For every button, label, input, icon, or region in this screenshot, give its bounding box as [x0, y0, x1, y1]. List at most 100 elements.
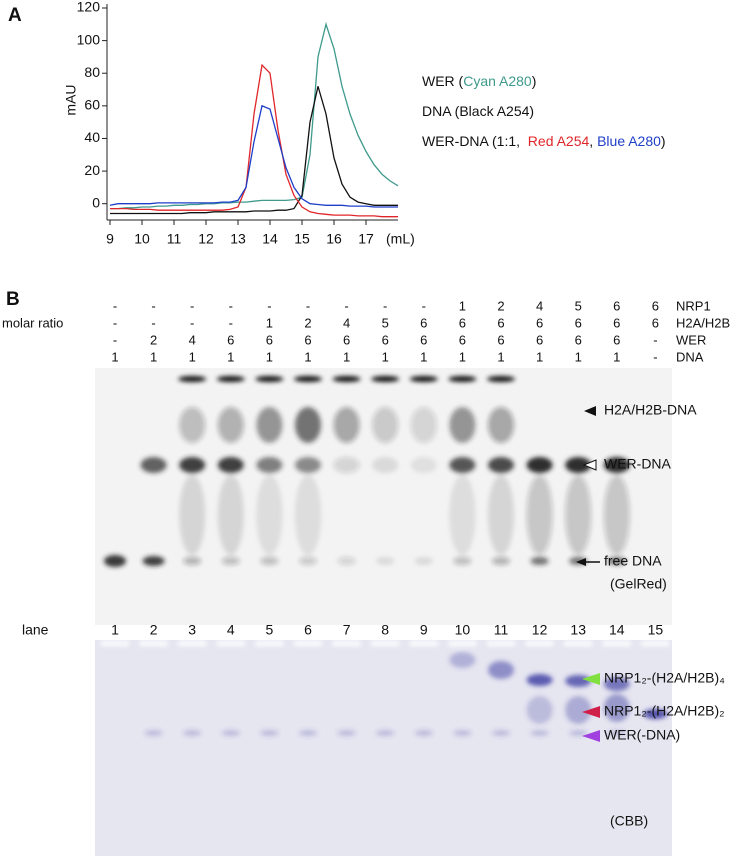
band: [332, 376, 361, 382]
band: [492, 730, 510, 736]
y-tick-label: 100: [77, 31, 101, 47]
ratio-cell: 6: [420, 332, 427, 347]
band: [299, 557, 317, 565]
band: [449, 475, 476, 555]
band: [337, 730, 356, 736]
band: [526, 457, 553, 473]
band: [526, 674, 553, 686]
ratio-cell: -: [306, 298, 310, 313]
lane-number: 4: [227, 622, 235, 638]
x-tick-label: 9: [106, 231, 114, 247]
ratio-cell: 6: [382, 332, 389, 347]
ratio-cell: 6: [459, 315, 466, 330]
ratio-cell: -: [267, 298, 271, 313]
marker: [582, 459, 597, 471]
well: [602, 641, 631, 646]
well: [255, 641, 284, 646]
row-name: DNA: [676, 349, 704, 364]
band: [526, 696, 553, 724]
legend-series: Black A254: [459, 103, 529, 119]
band: [216, 376, 245, 382]
band: [565, 475, 592, 555]
band: [526, 475, 553, 555]
band: [295, 457, 321, 473]
legend-text: ): [529, 103, 534, 119]
ratio-cell: -: [190, 315, 194, 330]
lane-header: lane: [22, 622, 49, 638]
legend-text: ): [661, 133, 666, 149]
legend-text: WER (: [422, 73, 464, 89]
ratio-cell: 6: [497, 332, 504, 347]
band: [603, 694, 630, 722]
well: [332, 641, 361, 646]
y-tick-label: 120: [77, 0, 101, 15]
legend-entry: WER (Cyan A280): [422, 73, 536, 89]
lane-number: 3: [188, 622, 196, 638]
ratio-cell: 1: [613, 349, 620, 364]
lane-number: 9: [420, 622, 428, 638]
band: [643, 709, 668, 719]
panel-label: A: [8, 5, 22, 26]
lane-number: 14: [609, 622, 625, 638]
ratio-cell: 6: [652, 298, 659, 313]
band: [372, 407, 399, 443]
x-tick-label: 16: [326, 231, 342, 247]
band: [183, 557, 202, 565]
band: [410, 407, 437, 443]
band: [260, 730, 279, 736]
band: [448, 376, 477, 382]
band: [569, 730, 588, 736]
lane-number: 5: [266, 622, 274, 638]
x-axis-label: (mL): [386, 231, 415, 247]
ratio-cell: -: [113, 315, 117, 330]
band: [178, 376, 207, 382]
band: [603, 475, 630, 555]
band: [104, 555, 126, 567]
x-tick-label: 17: [358, 231, 374, 247]
gel-cbb: [95, 640, 672, 856]
band: [221, 730, 240, 736]
row-header: molar ratio: [2, 315, 63, 330]
band: [603, 677, 630, 691]
band: [183, 730, 202, 736]
stain-label: (CBB): [610, 813, 648, 829]
ratio-cell: 6: [613, 315, 620, 330]
band: [530, 557, 549, 565]
ratio-cell: -: [229, 298, 233, 313]
ratio-cell: 6: [536, 332, 543, 347]
ratio-cell: -: [113, 332, 117, 347]
legend-text: WER-DNA (1:1,: [422, 133, 528, 149]
band: [603, 457, 630, 473]
ratio-cell: -: [653, 349, 657, 364]
ratio-cell: 1: [227, 349, 234, 364]
band: [333, 457, 360, 473]
ratio-cell: 6: [266, 332, 273, 347]
ratio-cell: 4: [343, 315, 350, 330]
band: [453, 730, 472, 736]
ratio-cell: -: [383, 298, 387, 313]
band: [256, 457, 283, 473]
ratio-cell: 2: [497, 298, 504, 313]
band-label: free DNA: [604, 553, 662, 569]
band: [449, 457, 476, 473]
band: [295, 475, 321, 555]
legend-text: ,: [589, 133, 597, 149]
marker: [582, 706, 600, 718]
ratio-cell: -: [113, 298, 117, 313]
ratio-cell: 1: [420, 349, 427, 364]
ratio-cell: 1: [497, 349, 504, 364]
band: [453, 557, 472, 565]
ratio-cell: -: [151, 298, 155, 313]
ratio-cell: 2: [150, 332, 157, 347]
band: [221, 557, 240, 565]
band: [299, 730, 317, 736]
gel-bands: [101, 376, 670, 736]
band: [565, 675, 592, 687]
ratio-cell: 4: [189, 332, 196, 347]
series-line: [110, 63, 398, 218]
lane-number: 13: [570, 622, 586, 638]
well: [525, 641, 554, 646]
marker: [576, 558, 586, 566]
band-label: H2A/H2B-DNA: [604, 402, 697, 418]
